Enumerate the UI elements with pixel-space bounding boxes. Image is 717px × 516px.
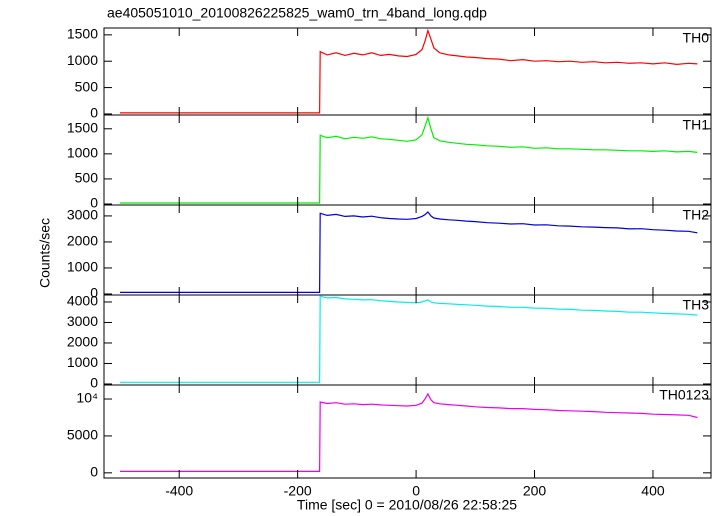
y-tick-label: 1500 bbox=[67, 26, 98, 42]
y-tick-label: 3000 bbox=[67, 207, 98, 223]
panel-frame bbox=[103, 114, 712, 206]
panel-label: TH1 bbox=[683, 117, 710, 133]
y-tick-label: 0 bbox=[90, 105, 98, 121]
panel-frame bbox=[103, 384, 712, 479]
data-line bbox=[120, 295, 698, 383]
y-tick-label: 0 bbox=[90, 464, 98, 480]
x-tick-label: -400 bbox=[165, 483, 193, 499]
panel-label: TH0 bbox=[683, 30, 710, 46]
y-tick-label: 1000 bbox=[67, 145, 98, 161]
y-tick-label: 4000 bbox=[67, 293, 98, 309]
y-tick-label: 1500 bbox=[67, 119, 98, 135]
panel-frame bbox=[103, 204, 712, 296]
y-tick-label: 2000 bbox=[67, 233, 98, 249]
panel-frame bbox=[103, 27, 712, 116]
y-tick-label: 3000 bbox=[67, 313, 98, 329]
y-tick-label: 1000 bbox=[67, 354, 98, 370]
y-tick-label: 1000 bbox=[67, 52, 98, 68]
y-tick-label: 2000 bbox=[67, 334, 98, 350]
y-tick-label: 500 bbox=[75, 78, 99, 94]
y-tick-label: 0 bbox=[90, 285, 98, 301]
x-tick-label: -200 bbox=[284, 483, 312, 499]
y-tick-label: 500 bbox=[75, 170, 99, 186]
panel-label: TH2 bbox=[683, 207, 710, 223]
data-line bbox=[120, 115, 698, 204]
y-tick-label: 0 bbox=[90, 375, 98, 391]
y-axis-label: Counts/sec bbox=[37, 218, 53, 288]
panel-label: TH0123 bbox=[659, 387, 709, 403]
x-axis-label: Time [sec] 0 = 2010/08/26 22:58:25 bbox=[297, 497, 517, 513]
y-tick-label: 5000 bbox=[67, 427, 98, 443]
y-tick-label: 10⁴ bbox=[76, 390, 98, 406]
y-tick-label: 1000 bbox=[67, 259, 98, 275]
panel-label: TH3 bbox=[683, 297, 710, 313]
data-line bbox=[120, 28, 698, 114]
y-tick-label: 0 bbox=[90, 195, 98, 211]
x-tick-label: 400 bbox=[641, 483, 665, 499]
chart-title: ae405051010_20100826225825_wam0_trn_4ban… bbox=[107, 5, 487, 21]
x-tick-label: 0 bbox=[412, 483, 420, 499]
x-tick-label: 200 bbox=[523, 483, 547, 499]
data-line bbox=[120, 211, 698, 293]
data-line bbox=[120, 392, 698, 472]
panel-frame bbox=[103, 294, 712, 386]
